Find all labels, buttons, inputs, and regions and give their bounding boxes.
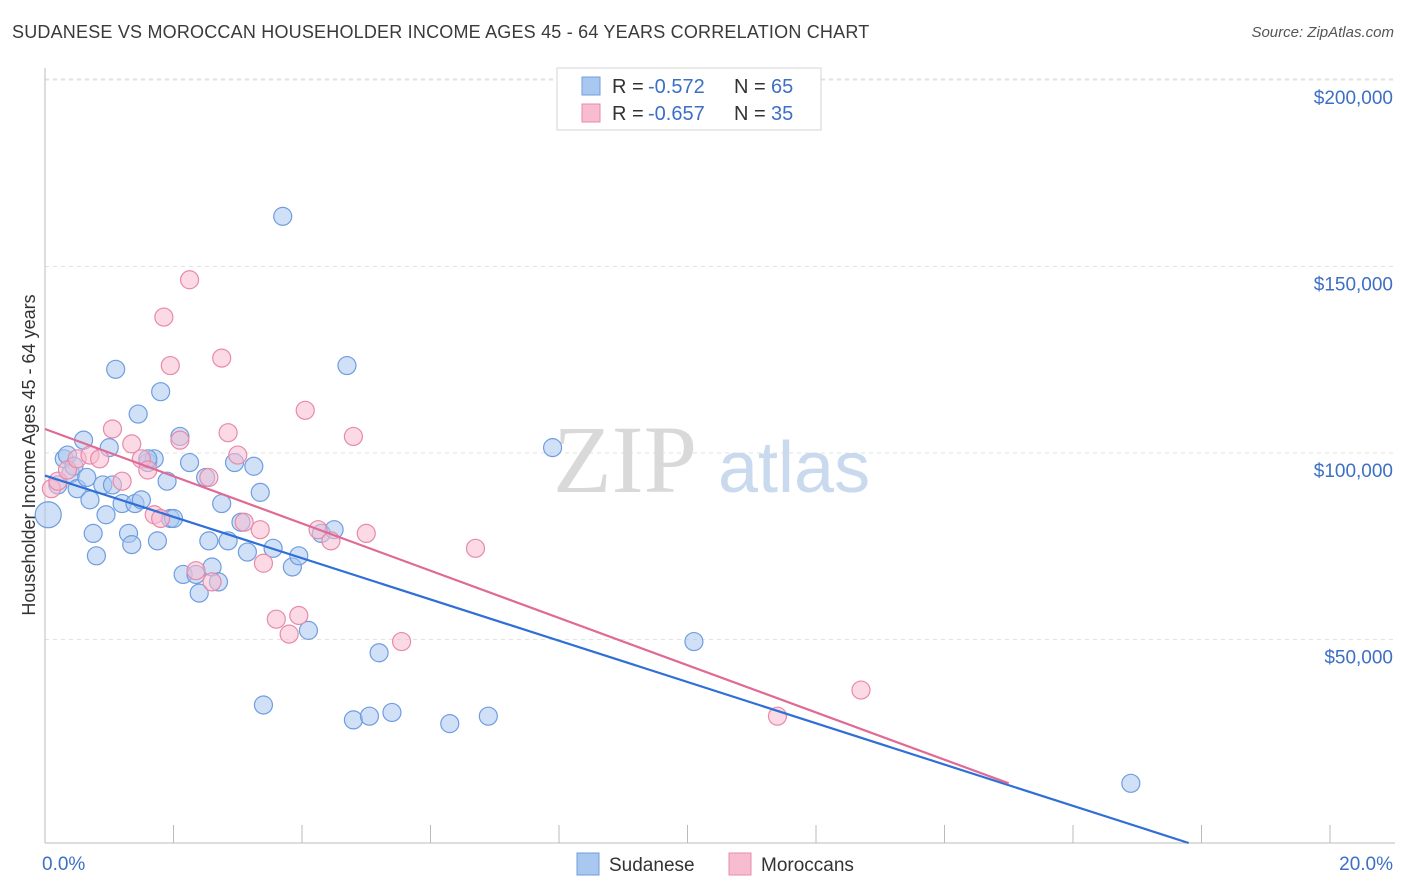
sudanese-point-63 bbox=[1121, 773, 1141, 793]
moroccans-point-34 bbox=[465, 538, 486, 558]
moroccans-trend-line bbox=[44, 427, 1010, 785]
legend-bottom-label-1: Moroccans bbox=[761, 855, 854, 876]
sudanese-point-36 bbox=[199, 531, 219, 551]
source-note: Source: ZipAtlas.com bbox=[1251, 24, 1394, 41]
sudanese-point-45 bbox=[250, 482, 270, 502]
legend-top-n-value-0: 65 bbox=[771, 76, 793, 98]
sudanese-point-46 bbox=[253, 695, 274, 715]
moroccans-point-14 bbox=[170, 430, 190, 450]
moroccans-point-26 bbox=[279, 624, 299, 644]
legend-bottom-label-0: Sudanese bbox=[609, 855, 695, 876]
y-tick-label-1: $150,000 bbox=[1314, 275, 1393, 296]
sudanese-point-32 bbox=[179, 452, 200, 473]
moroccans-point-24 bbox=[253, 553, 274, 573]
sudanese-point-55 bbox=[343, 710, 363, 730]
sudanese-point-13 bbox=[96, 505, 116, 525]
legend-bottom-swatch-0 bbox=[576, 852, 600, 876]
sudanese-point-27 bbox=[157, 471, 177, 491]
sudanese-point-9 bbox=[80, 490, 100, 510]
legend-top-swatch-0 bbox=[581, 76, 601, 96]
legend-top-n-label-0: N = bbox=[734, 76, 766, 98]
legend-top-r-label-0: R = bbox=[612, 76, 644, 98]
sudanese-point-44 bbox=[244, 456, 264, 476]
x-tick-labels: 0.0% 20.0% bbox=[42, 854, 1393, 875]
y-tick-labels: $200,000 $150,000 $100,000 $50,000 bbox=[1314, 88, 1393, 669]
moroccans-point-28 bbox=[295, 400, 315, 420]
legend-top: R = -0.572 N = 65 R = -0.657 N = 35 bbox=[556, 67, 822, 131]
moroccans-point-21 bbox=[228, 445, 248, 465]
sudanese-point-60 bbox=[478, 706, 498, 726]
moroccans-point-23 bbox=[250, 520, 270, 540]
watermark-atlas: atlas bbox=[718, 428, 870, 508]
legend-top-r-value-1: -0.657 bbox=[648, 103, 705, 125]
legend-top-r-value-0: -0.572 bbox=[648, 76, 705, 98]
sudanese-point-57 bbox=[359, 706, 380, 726]
moroccans-point-31 bbox=[343, 426, 363, 447]
legend-top-n-value-1: 35 bbox=[771, 103, 793, 125]
y-axis-title: Householder Income Ages 45 - 64 years bbox=[19, 294, 39, 615]
legend-top-r-label-1: R = bbox=[612, 103, 644, 125]
moroccans-point-13 bbox=[160, 355, 180, 376]
moroccans-point-8 bbox=[122, 434, 142, 454]
series-moroccans-points bbox=[41, 270, 871, 726]
sudanese-point-61 bbox=[542, 438, 563, 458]
sudanese-point-59 bbox=[440, 714, 460, 734]
moroccans-point-36 bbox=[851, 680, 871, 700]
sudanese-point-19 bbox=[122, 534, 142, 555]
sudanese-point-54 bbox=[337, 355, 357, 376]
sudanese-point-11 bbox=[86, 546, 107, 566]
moroccans-point-32 bbox=[356, 523, 376, 544]
trend-lines bbox=[44, 427, 1189, 845]
x-tick-label-1: 20.0% bbox=[1339, 854, 1393, 875]
sudanese-point-43 bbox=[237, 542, 257, 562]
moroccans-point-7 bbox=[112, 471, 132, 491]
sudanese-point-58 bbox=[382, 702, 402, 723]
moroccans-point-25 bbox=[266, 609, 286, 629]
y-tick-label-2: $100,000 bbox=[1314, 461, 1393, 482]
moroccans-point-12 bbox=[154, 307, 174, 327]
moroccans-point-33 bbox=[391, 631, 412, 652]
y-tick-label-0: $200,000 bbox=[1314, 88, 1393, 109]
moroccans-point-19 bbox=[212, 348, 232, 368]
sudanese-point-62 bbox=[684, 631, 704, 652]
sudanese-point-0 bbox=[34, 501, 62, 529]
sudanese-point-16 bbox=[106, 359, 126, 379]
moroccans-point-20 bbox=[218, 423, 238, 443]
legend-bottom: Sudanese Moroccans bbox=[576, 852, 854, 876]
sudanese-point-26 bbox=[151, 382, 171, 402]
sudanese-point-10 bbox=[83, 523, 103, 544]
moroccans-point-16 bbox=[186, 561, 206, 581]
moroccans-point-6 bbox=[102, 419, 123, 439]
sudanese-point-48 bbox=[273, 206, 293, 226]
sudanese-point-51 bbox=[298, 620, 319, 640]
legend-bottom-swatch-1 bbox=[728, 852, 752, 876]
sudanese-point-50 bbox=[289, 546, 309, 566]
moroccans-point-18 bbox=[202, 572, 222, 592]
moroccans-point-15 bbox=[179, 270, 200, 290]
legend-top-box bbox=[556, 67, 822, 131]
y-tick-label-3: $50,000 bbox=[1324, 648, 1393, 669]
watermark: ZIP atlas bbox=[553, 406, 870, 513]
chart-title: SUDANESE VS MOROCCAN HOUSEHOLDER INCOME … bbox=[12, 22, 870, 42]
legend-top-n-label-1: N = bbox=[734, 103, 766, 125]
moroccans-point-17 bbox=[199, 467, 219, 488]
sudanese-trend-line bbox=[44, 474, 1189, 845]
sudanese-point-25 bbox=[147, 531, 168, 551]
watermark-zip: ZIP bbox=[553, 406, 697, 513]
x-tick-label-0: 0.0% bbox=[42, 854, 85, 875]
moroccans-point-22 bbox=[234, 512, 254, 532]
moroccans-point-27 bbox=[289, 605, 309, 626]
sudanese-point-21 bbox=[128, 404, 148, 424]
sudanese-point-34 bbox=[189, 583, 209, 603]
legend-top-swatch-1 bbox=[581, 103, 601, 123]
axes bbox=[44, 68, 1395, 844]
sudanese-point-8 bbox=[77, 467, 97, 488]
sudanese-point-56 bbox=[369, 643, 389, 663]
